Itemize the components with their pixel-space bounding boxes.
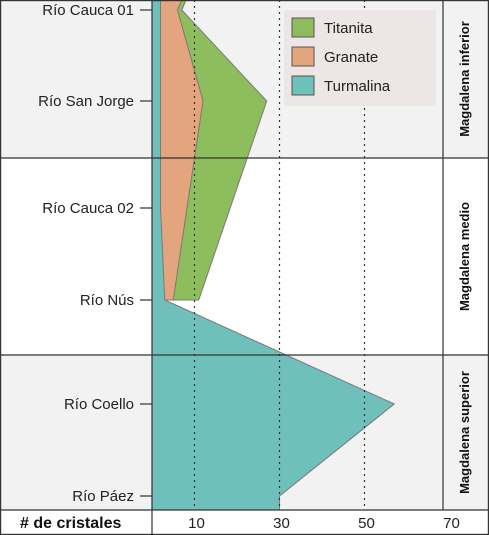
sample-label-rio-paez: Río Páez — [72, 488, 134, 505]
region-label-magdalena-medio: Magdalena medio — [457, 202, 472, 311]
x-tick-labels: 10 30 50 70 — [188, 515, 460, 532]
x-axis-label: # de cristales — [20, 515, 122, 532]
legend-swatch-titanita — [291, 17, 315, 38]
legend: Titanita Granate Turmalina — [284, 10, 436, 106]
x-tick-70: 70 — [443, 515, 460, 532]
sample-label-rio-cauca-01: Río Cauca 01 — [42, 2, 134, 19]
region-label-magdalena-inferior: Magdalena inferior — [457, 21, 472, 137]
x-tick-30: 30 — [273, 515, 290, 532]
band-magdalena-medio — [0, 158, 489, 355]
region-label-magdalena-superior: Magdalena superior — [457, 371, 472, 494]
x-axis-band — [0, 510, 489, 535]
legend-swatch-turmalina — [291, 75, 315, 96]
sample-label-rio-cauca-02: Río Cauca 02 — [42, 200, 134, 217]
area-layer — [151, 0, 395, 511]
legend-label-turmalina: Turmalina — [324, 78, 391, 95]
sample-label-rio-san-jorge: Río San Jorge — [38, 93, 134, 110]
region-labels: Magdalena inferior Magdalena medio Magdale… — [457, 21, 472, 494]
x-tick-50: 50 — [358, 515, 375, 532]
sample-label-rio-coello: Río Coello — [64, 396, 134, 413]
legend-label-granate: Granate — [324, 49, 378, 66]
legend-label-titanita: Titanita — [324, 20, 373, 37]
sample-labels: Río Cauca 01 Río San Jorge Río Cauca 02 Río… — [38, 2, 152, 505]
legend-swatch-granate — [291, 46, 315, 67]
x-tick-10: 10 — [188, 515, 205, 532]
sample-label-rio-nus: Río Nús — [80, 292, 134, 309]
